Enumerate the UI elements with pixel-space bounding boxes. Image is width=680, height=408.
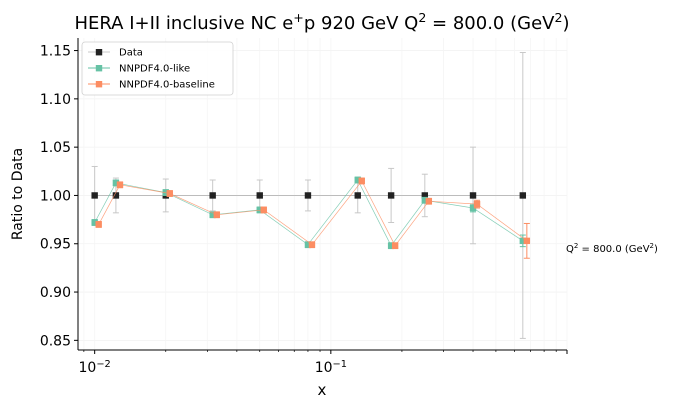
legend-label: Data	[119, 48, 143, 59]
tick-labels: 0.85 0.90 0.95 1.00 1.05 1.10 1.15 10−2 10−1	[40, 44, 568, 377]
data-point	[469, 192, 477, 199]
legend-label: NNPDF4.0-like	[119, 64, 190, 75]
data-point	[354, 176, 361, 184]
legend: Data NNPDF4.0-like NNPDF4.0-baseline	[81, 41, 234, 96]
data-point	[209, 211, 216, 218]
y-axis-label: Ratio to Data	[10, 148, 26, 240]
chart-title: HERA I+II inclusive NC e+p 920 GeV Q2 = …	[74, 10, 569, 35]
x-tick-exponent: −2	[96, 359, 110, 370]
data-point	[387, 192, 395, 199]
data-point	[421, 192, 429, 199]
data-point	[473, 200, 481, 208]
data-point	[523, 237, 531, 245]
data-point	[421, 197, 429, 204]
y-tick-label: 1.15	[40, 44, 71, 60]
data-point	[116, 181, 124, 189]
x-tick-label: 10−2	[79, 359, 111, 377]
x-axis-label: x	[318, 381, 327, 399]
legend-item: Data	[88, 48, 143, 59]
data-point	[256, 206, 263, 214]
series-data	[91, 51, 527, 339]
legend-marker	[95, 49, 103, 56]
data-point	[387, 242, 395, 249]
data-point	[425, 198, 433, 205]
series-line	[94, 179, 523, 247]
legend-label: NNPDF4.0-baseline	[119, 80, 215, 91]
data-point	[256, 192, 263, 199]
data-point	[112, 179, 120, 187]
q2-annotation: Q2 = 800.0 (GeV2)	[566, 242, 658, 255]
y-tick-label: 1.05	[40, 140, 71, 156]
data-point	[308, 241, 316, 248]
legend-item: NNPDF4.0-baseline	[88, 80, 215, 91]
legend-marker	[95, 65, 103, 72]
data-point	[91, 219, 98, 226]
legend-item: NNPDF4.0-like	[88, 64, 190, 75]
data-point	[112, 192, 120, 199]
data-point	[260, 206, 267, 214]
y-tick-label: 0.85	[40, 333, 71, 349]
data-point	[209, 192, 216, 199]
data-point	[354, 192, 361, 199]
plot-area	[91, 51, 531, 339]
x-tick-exponent: −1	[333, 359, 347, 370]
series-nnpdf4-0-baseline	[95, 177, 531, 259]
y-tick-label: 0.95	[40, 237, 71, 253]
legend-marker	[95, 81, 103, 88]
y-tick-label: 0.90	[40, 285, 71, 301]
y-tick-label: 1.00	[40, 188, 71, 204]
data-point	[391, 242, 399, 249]
data-point	[91, 192, 98, 199]
data-point	[166, 190, 173, 197]
data-point	[213, 211, 221, 218]
data-point	[304, 241, 312, 248]
data-point	[358, 177, 365, 185]
data-point	[469, 204, 477, 212]
x-tick-label: 10−1	[315, 359, 347, 377]
series-nnpdf4-0-like	[91, 176, 527, 250]
axes	[77, 38, 567, 351]
data-point	[519, 237, 527, 245]
data-point	[304, 192, 312, 199]
data-point	[95, 221, 102, 228]
y-tick-label: 1.10	[40, 92, 71, 108]
data-point	[519, 192, 527, 199]
legend-frame	[81, 41, 234, 96]
svg-text:Ratio to Data: Ratio to Data	[10, 148, 26, 240]
